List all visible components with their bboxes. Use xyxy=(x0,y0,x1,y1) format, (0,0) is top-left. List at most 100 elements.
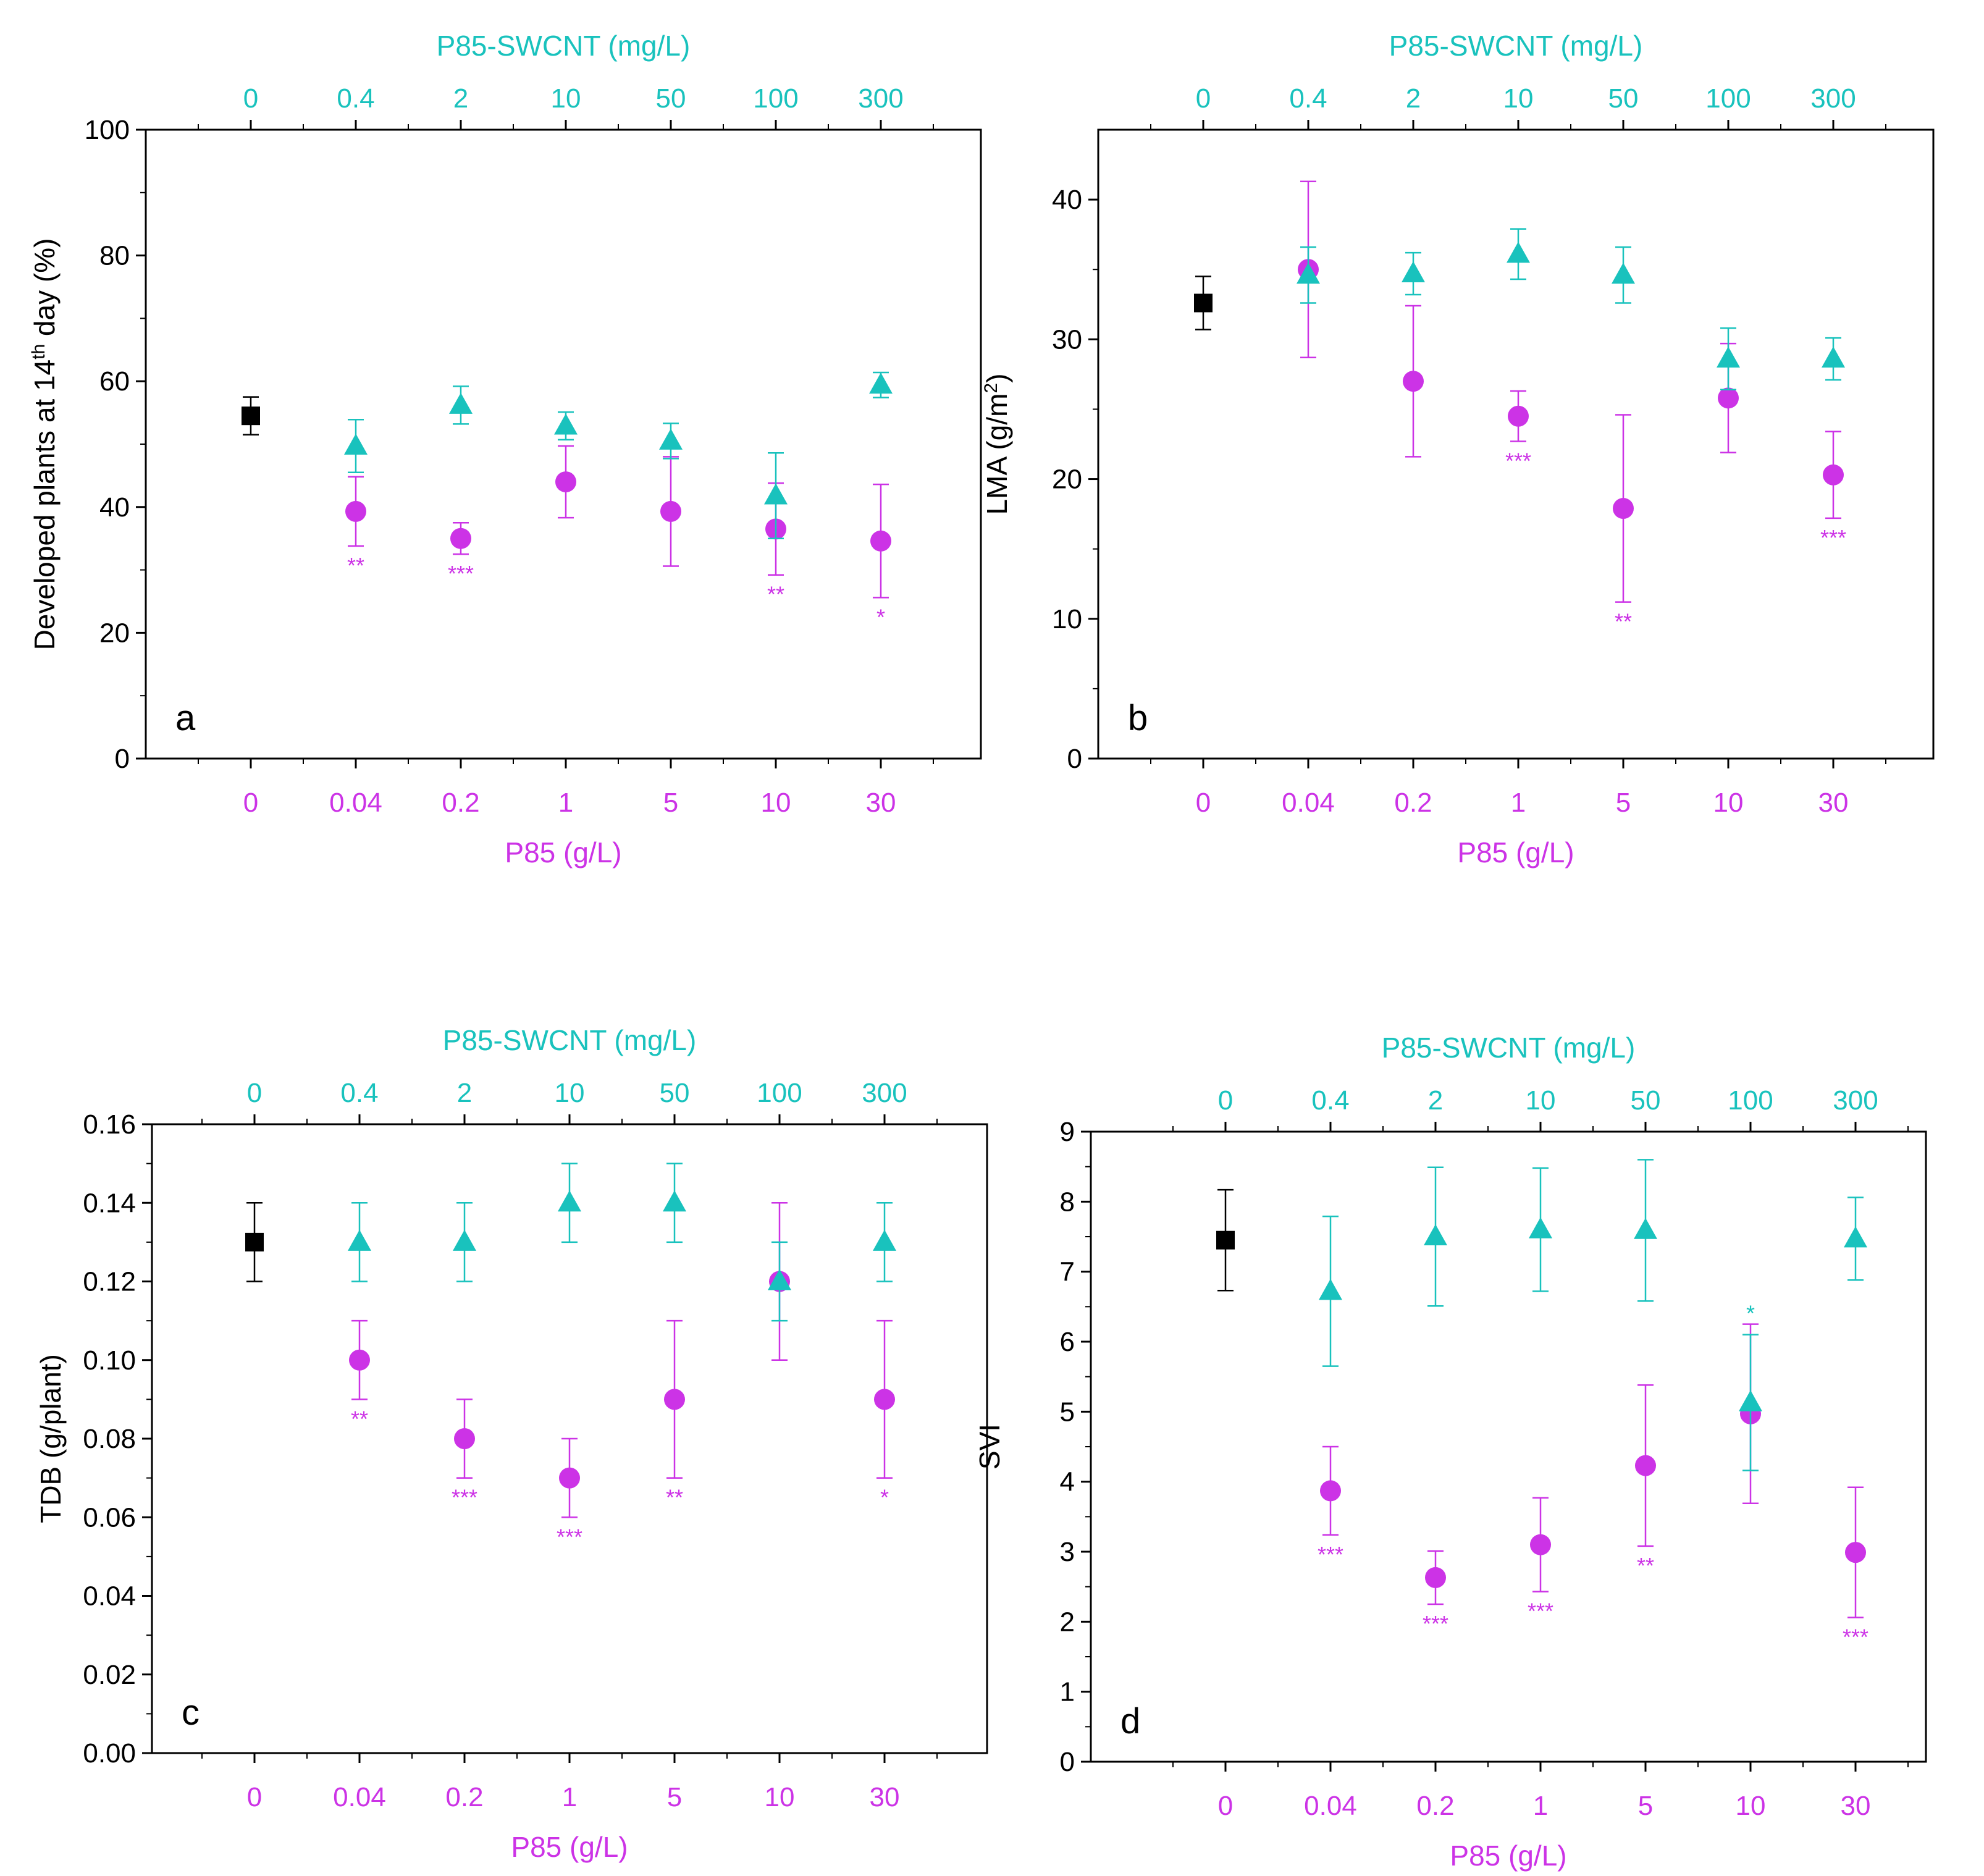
p85-swcnt-point xyxy=(1297,263,1320,284)
control-point xyxy=(245,1232,264,1251)
p85-point xyxy=(1530,1534,1551,1555)
p85-swcnt-point xyxy=(348,1229,371,1251)
x-tick-label-bottom: 1 xyxy=(1533,1791,1548,1821)
y-tick-label: 60 xyxy=(99,366,130,397)
y-tick-label: 20 xyxy=(1052,465,1082,495)
y-axis-title-part: ) xyxy=(981,374,1013,383)
p85-swcnt-point xyxy=(869,372,893,394)
x-tick-label-bottom: 0.04 xyxy=(1282,788,1335,818)
y-axis-title: SVI xyxy=(973,1424,1006,1470)
y-tick-label: 0.14 xyxy=(83,1188,136,1218)
x-tick-label-bottom: 30 xyxy=(1818,788,1849,818)
y-tick-label: 0 xyxy=(115,744,130,774)
p85-point xyxy=(1508,405,1529,427)
significance-label: *** xyxy=(1423,1611,1448,1636)
panel-letter: c xyxy=(182,1693,200,1733)
x-tick-label-top: 0.4 xyxy=(340,1078,378,1108)
panel-letter: b xyxy=(1128,698,1148,738)
x-axis-title-top: P85-SWCNT (mg/L) xyxy=(443,1024,697,1056)
x-tick-label-bottom: 0.2 xyxy=(445,1782,483,1812)
y-axis-title-part: Developed plants at 14 xyxy=(28,360,61,650)
significance-label: ** xyxy=(347,553,364,578)
p85-swcnt-point xyxy=(1424,1224,1447,1245)
x-tick-label-top: 0 xyxy=(247,1078,262,1108)
x-tick-label-bottom: 0 xyxy=(247,1782,262,1812)
plot-frame xyxy=(1090,1130,1927,1763)
p85-point xyxy=(660,500,681,522)
significance-label: *** xyxy=(452,1485,477,1510)
x-tick-label-top: 2 xyxy=(453,83,468,114)
y-tick-label: 20 xyxy=(99,618,130,648)
control-series xyxy=(245,1202,264,1282)
series-p85: ******** xyxy=(345,445,891,629)
x-tick-label-top: 2 xyxy=(1428,1085,1443,1116)
p85-point xyxy=(664,1389,685,1410)
x-tick-label-bottom: 0 xyxy=(1196,788,1211,818)
x-tick-label-top: 50 xyxy=(1631,1085,1661,1116)
p85-point xyxy=(555,471,576,493)
x-tick-label-top: 100 xyxy=(757,1078,802,1108)
y-tick-label: 1 xyxy=(1060,1677,1075,1707)
p85-swcnt-point xyxy=(764,483,788,505)
significance-label: ** xyxy=(1637,1553,1654,1578)
y-tick-label: 0 xyxy=(1067,744,1082,774)
y-axis-title-part: TDB (g/plant) xyxy=(35,1354,67,1523)
control-series xyxy=(1194,276,1213,330)
x-tick-label-bottom: 0.2 xyxy=(1416,1791,1454,1821)
p85-swcnt-point xyxy=(768,1269,791,1290)
x-tick-label-bottom: 0.2 xyxy=(1394,788,1432,818)
x-tick-label-top: 50 xyxy=(660,1078,690,1108)
x-tick-label-top: 2 xyxy=(457,1078,472,1108)
x-tick-label-top: 0.4 xyxy=(1311,1085,1349,1116)
p85-swcnt-point xyxy=(1739,1390,1762,1411)
p85-point xyxy=(874,1389,895,1410)
significance-label: * xyxy=(880,1485,889,1510)
significance-label: ** xyxy=(767,582,784,607)
panel-d: 0 1 2 3 4 5 6 7 8 9 0 0 0.04 0.4 0.2 2 1 10 5 50 10 100 30 300 P… xyxy=(973,1032,1927,1872)
x-tick-label-bottom: 0.04 xyxy=(1304,1791,1357,1821)
p85-point xyxy=(450,528,471,549)
x-tick-label-bottom: 1 xyxy=(562,1782,577,1812)
series-p85: ********** * xyxy=(349,1202,895,1549)
x-tick-label-bottom: 5 xyxy=(1638,1791,1653,1821)
x-tick-label-bottom: 0.04 xyxy=(333,1782,386,1812)
p85-swcnt-point xyxy=(1402,261,1425,283)
panel-b: 0 10 20 30 40 0 0 0.04 0.4 0.2 2 1 10 5 50 10 100 30 300 P8… xyxy=(981,30,1935,869)
y-tick-label: 100 xyxy=(85,115,130,145)
y-axis-title-part: SVI xyxy=(973,1424,1006,1470)
p85-swcnt-point xyxy=(1844,1226,1867,1248)
y-tick-label: 0.00 xyxy=(83,1738,136,1769)
y-tick-label: 4 xyxy=(1060,1467,1075,1497)
y-axis-title: TDB (g/plant) xyxy=(35,1354,67,1523)
y-tick-label: 6 xyxy=(1060,1327,1075,1357)
p85-point xyxy=(1320,1480,1341,1502)
x-tick-label-bottom: 10 xyxy=(761,788,791,818)
p85-swcnt-point xyxy=(554,413,578,435)
p85-point xyxy=(1718,387,1739,409)
y-tick-label: 40 xyxy=(99,492,130,523)
x-tick-label-top: 300 xyxy=(862,1078,907,1108)
x-tick-label-top: 0.4 xyxy=(1289,83,1327,114)
p85-swcnt-point xyxy=(558,1190,581,1212)
y-tick-label: 7 xyxy=(1060,1257,1075,1287)
significance-label: ** xyxy=(666,1485,683,1510)
y-axis-title-part: LMA (g/m xyxy=(981,393,1013,515)
x-tick-label-top: 100 xyxy=(753,83,798,114)
control-series xyxy=(242,396,260,435)
x-tick-label-top: 10 xyxy=(555,1078,585,1108)
p85-swcnt-point xyxy=(1319,1279,1342,1300)
significance-label: *** xyxy=(557,1524,582,1549)
series-p85: ******** xyxy=(1298,180,1846,634)
p85-point xyxy=(870,530,891,552)
x-tick-label-top: 50 xyxy=(656,83,686,114)
x-tick-label-bottom: 5 xyxy=(667,1782,682,1812)
series-p85-swcnt xyxy=(1297,228,1845,391)
x-tick-label-bottom: 0 xyxy=(1218,1791,1233,1821)
x-tick-label-bottom: 0.2 xyxy=(442,788,479,818)
y-axis-title: Developed plants at 14th day (%) xyxy=(28,238,61,650)
significance-label: *** xyxy=(1505,448,1531,473)
series-p85-swcnt xyxy=(344,371,893,539)
y-tick-label: 0 xyxy=(1060,1747,1075,1777)
significance-label: ** xyxy=(1615,609,1632,634)
